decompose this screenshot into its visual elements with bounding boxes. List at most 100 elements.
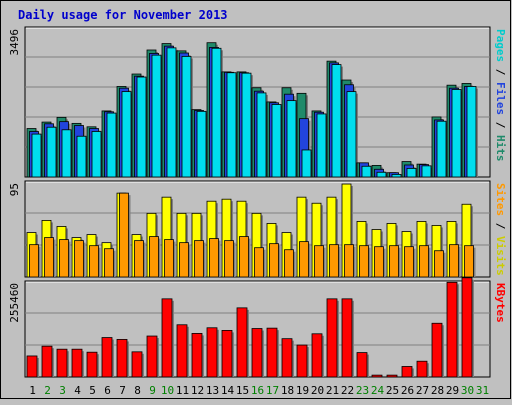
bar-kbytes-day-4 [71,348,83,378]
bar-pages-day-24 [376,171,387,178]
bar-pages-day-20 [316,113,327,178]
x-tick-label: 30 [461,384,474,397]
right-label-part: / [494,216,507,236]
bar-sites-day-17 [269,243,279,278]
bar-sites-day-4 [74,240,84,278]
bar-pages-day-2 [46,126,57,178]
y-max-label: 3496 [8,29,21,56]
bar-pages-day-3 [61,129,72,178]
right-label-part: Files [494,82,507,115]
bar-pages-day-15 [241,72,252,178]
bar-pages-day-9 [151,54,162,178]
bar-kbytes-day-22 [341,298,353,378]
x-tick-label: 13 [206,384,219,397]
bar-sites-day-13 [209,238,219,278]
bar-sites-day-5 [89,245,99,278]
x-tick-label: 20 [311,384,324,397]
bar-pages-day-8 [136,76,147,178]
bar-kbytes-day-28 [431,322,443,378]
right-label-part: / [494,62,507,82]
panel-kbytes: 255460 KBytes [8,277,507,378]
x-tick-label: 16 [251,384,264,397]
bar-kbytes-day-2 [41,345,53,378]
bar-pages-day-12 [196,110,207,178]
bar-kbytes-day-30 [461,277,473,378]
right-axis-label: Sites / Visits [494,183,507,276]
bar-kbytes-day-29 [446,281,458,378]
bar-pages-day-6 [106,112,117,178]
bar-sites-day-23 [359,245,369,278]
x-tick-label: 23 [356,384,369,397]
bar-pages-day-5 [91,131,102,178]
right-label-part: Pages [494,29,507,62]
x-tick-label: 25 [386,384,399,397]
x-tick-label: 5 [89,384,96,397]
bar-pages-day-28 [436,120,447,178]
bar-kbytes-day-20 [311,333,323,378]
bar-kbytes-day-5 [86,351,98,378]
x-tick-label: 6 [104,384,111,397]
bar-kbytes-day-27 [416,360,428,378]
bar-kbytes-day-3 [56,348,68,378]
right-label-part: Hits [494,135,507,162]
chart-title: Daily usage for November 2013 [18,8,228,22]
bar-pages-day-30 [466,86,477,178]
bar-sites-day-16 [254,247,264,278]
bar-sites-day-7 [119,192,129,278]
bar-sites-day-6 [104,248,114,278]
bar-pages-day-11 [181,56,192,178]
bar-kbytes-day-17 [266,327,278,378]
x-tick-label: 18 [281,384,294,397]
x-tick-label: 15 [236,384,249,397]
chart-panels: 3496 Pages / Files / Hits 95 Sites / Visits… [8,26,507,378]
bar-kbytes-day-23 [356,352,368,378]
bar-kbytes-day-6 [101,337,113,378]
bar-kbytes-day-11 [176,324,188,378]
x-tick-label: 4 [74,384,81,397]
right-label-part: Sites [494,183,507,216]
bar-sites-day-12 [194,240,204,278]
x-tick-label: 7 [119,384,126,397]
x-tick-label: 26 [401,384,414,397]
bar-kbytes-day-26 [401,366,413,378]
bar-sites-day-10 [164,239,174,278]
x-tick-label: 29 [446,384,459,397]
bar-sites-day-15 [239,236,249,278]
bar-sites-day-24 [374,246,384,278]
bar-sites-day-29 [449,244,459,278]
x-tick-label: 27 [416,384,429,397]
bar-pages-day-19 [301,149,312,178]
x-tick-label: 28 [431,384,444,397]
bar-kbytes-day-12 [191,333,203,378]
bar-kbytes-day-18 [281,338,293,378]
bar-pages-day-10 [166,47,177,178]
bar-pages-day-21 [331,64,342,178]
bar-pages-day-13 [211,47,222,178]
bar-kbytes-day-10 [161,298,173,378]
x-tick-label: 1 [29,384,36,397]
bar-kbytes-day-1 [26,355,38,378]
bar-kbytes-day-25 [386,374,398,378]
right-label-part: / [494,115,507,135]
x-tick-label: 31 [476,384,489,397]
x-tick-label: 9 [149,384,156,397]
right-label-part: Visits [494,236,507,276]
right-label-part: KBytes [494,283,507,323]
bar-sites-day-19 [299,241,309,278]
x-tick-label: 10 [161,384,174,397]
right-axis-label: Pages / Files / Hits [494,29,507,162]
bar-pages-day-14 [226,72,237,178]
bar-sites-day-21 [329,244,339,278]
x-tick-label: 12 [191,384,204,397]
bar-sites-day-26 [404,246,414,278]
bar-pages-day-26 [406,168,417,178]
y-max-label: 255460 [8,283,21,323]
bar-sites-day-18 [284,249,294,278]
bar-pages-day-25 [391,174,402,178]
bar-sites-day-14 [224,240,234,278]
x-tick-label: 2 [44,384,51,397]
bar-pages-day-7 [121,91,132,178]
bar-kbytes-day-7 [116,339,128,378]
bar-pages-day-22 [346,91,357,178]
